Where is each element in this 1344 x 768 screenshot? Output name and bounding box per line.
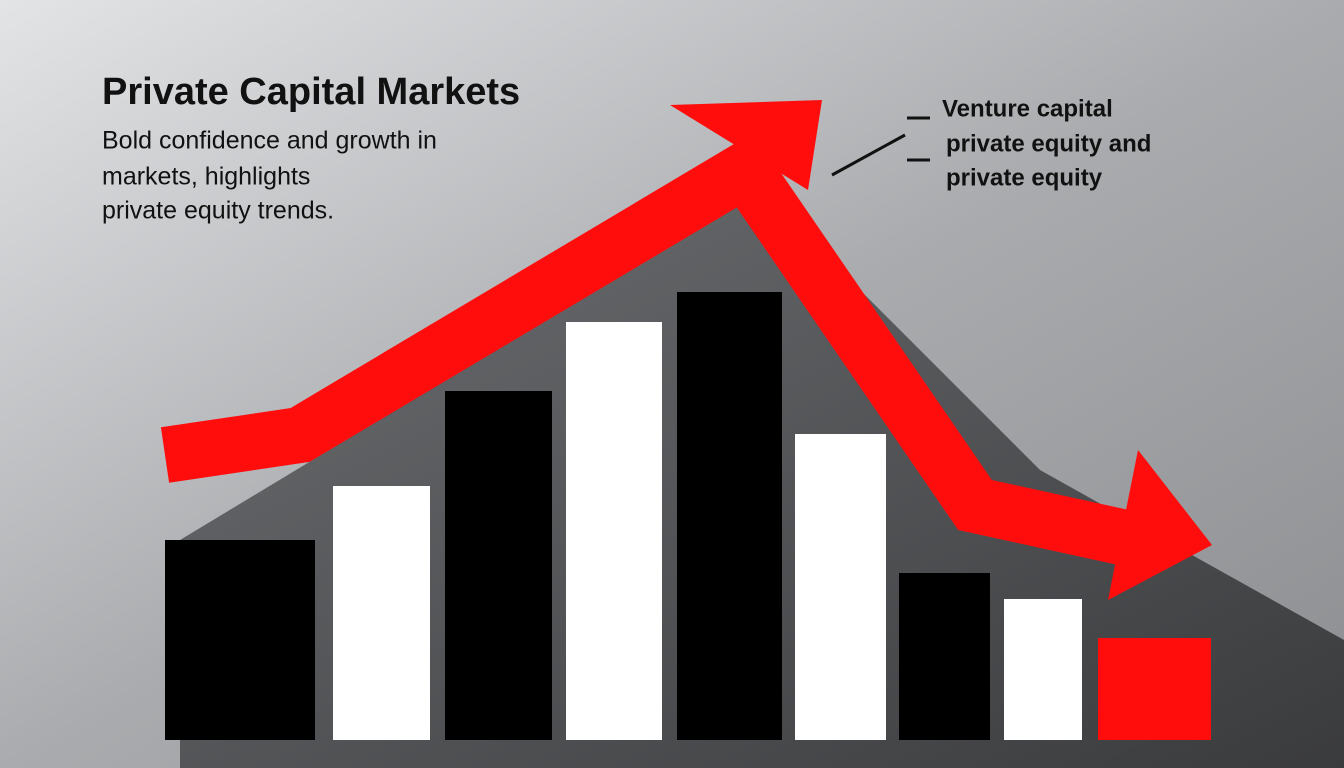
arrow-head xyxy=(670,100,822,190)
bar xyxy=(165,540,315,740)
annotation: private equity and xyxy=(946,130,1151,157)
arrow-head xyxy=(1108,450,1212,600)
chart-title: Private Capital Markets xyxy=(102,71,520,113)
subtitle-line: private equity trends. xyxy=(102,197,334,225)
bar xyxy=(795,434,886,740)
bar xyxy=(677,292,782,740)
bar xyxy=(1004,599,1082,740)
annotation: private equity xyxy=(946,164,1103,191)
annotation-leader xyxy=(831,133,906,177)
arrow-body xyxy=(160,132,1141,568)
annotation: Venture capital xyxy=(942,95,1113,122)
bar xyxy=(1098,638,1211,740)
bars xyxy=(165,292,1211,740)
bar xyxy=(333,486,430,740)
trend-arrow xyxy=(160,100,1212,600)
bar xyxy=(445,391,552,740)
bar xyxy=(566,322,662,740)
bar xyxy=(899,573,990,740)
subtitle-line: markets, highlights xyxy=(102,163,310,191)
subtitle-line: Bold confidence and growth in xyxy=(102,127,437,155)
